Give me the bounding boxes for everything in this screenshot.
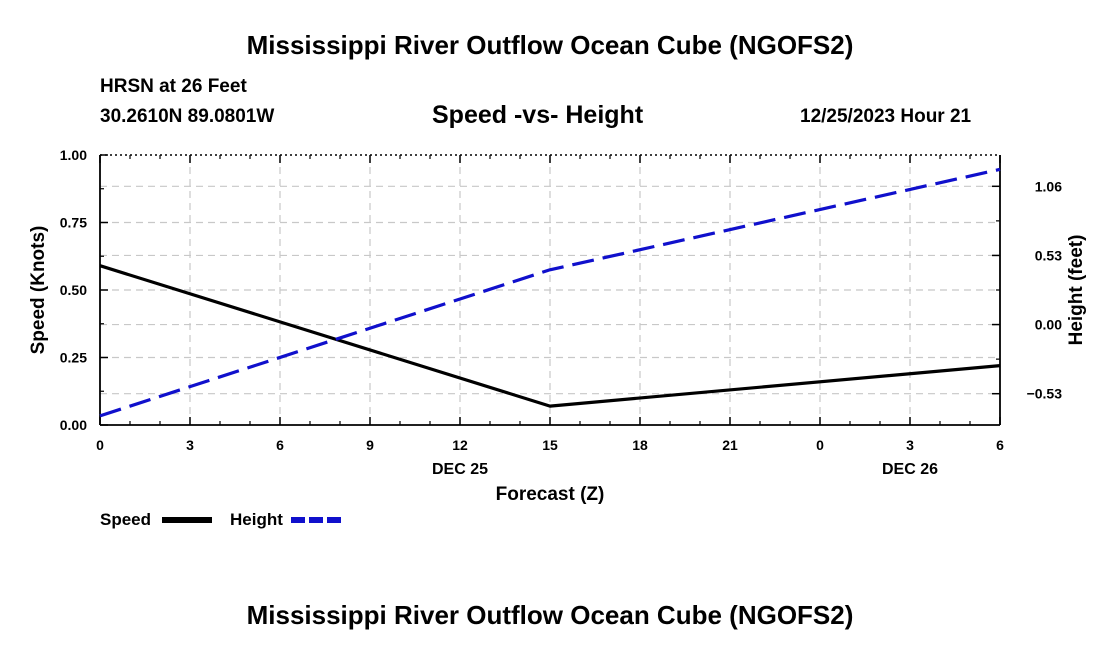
y-tick-label: 0.50 — [60, 282, 87, 298]
x-tick-label: 15 — [542, 437, 558, 453]
x-tick-label: 0 — [816, 437, 824, 453]
page-title: Mississippi River Outflow Ocean Cube (NG… — [246, 30, 854, 60]
x-tick-label: 0 — [96, 437, 104, 453]
x-tick-label: 3 — [906, 437, 914, 453]
legend-label-height: Height — [230, 510, 283, 529]
series-line-height — [99, 167, 1001, 418]
x-tick-label: 3 — [186, 437, 194, 453]
x-tick-label: 21 — [722, 437, 738, 453]
x-tick-label: 9 — [366, 437, 374, 453]
y2-tick-label: −0.53 — [1027, 386, 1063, 402]
y2-tick-label: 0.00 — [1035, 317, 1062, 333]
y-tick-label: 0.25 — [60, 350, 87, 366]
x-tick-label: 6 — [996, 437, 1004, 453]
footer-title: Mississippi River Outflow Ocean Cube (NG… — [246, 600, 854, 630]
y-axis-label: Speed (Knots) — [28, 226, 49, 355]
station-coordinates: 30.2610N 89.0801W — [100, 106, 275, 127]
y2-tick-label: 1.06 — [1035, 178, 1062, 194]
x-axis-label: Forecast (Z) — [496, 484, 605, 505]
series-line-speed — [99, 264, 1001, 408]
x-date-label: DEC 25 — [432, 461, 488, 478]
chart-subtitle: Speed -vs- Height — [432, 101, 644, 129]
y-tick-label: 0.75 — [60, 215, 87, 231]
y2-tick-label: 0.53 — [1035, 247, 1062, 263]
x-tick-label: 12 — [452, 437, 468, 453]
forecast-date: 12/25/2023 Hour 21 — [800, 106, 972, 127]
x-date-label: DEC 26 — [882, 461, 938, 478]
x-tick-label: 6 — [276, 437, 284, 453]
y2-axis-label: Height (feet) — [1066, 235, 1087, 346]
x-tick-label: 18 — [632, 437, 648, 453]
legend-label-speed: Speed — [100, 510, 151, 529]
station-label: HRSN at 26 Feet — [100, 76, 247, 97]
y-tick-label: 0.00 — [60, 417, 87, 433]
y-tick-label: 1.00 — [60, 147, 87, 163]
